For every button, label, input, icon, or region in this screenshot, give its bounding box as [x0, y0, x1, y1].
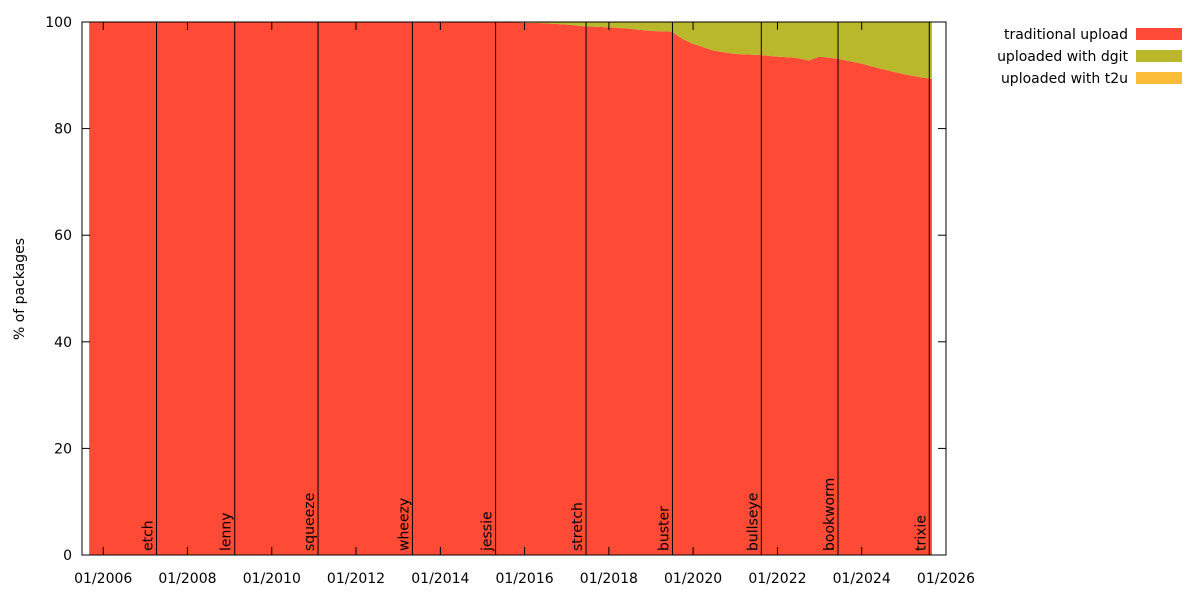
release-label-squeeze: squeeze: [302, 493, 318, 551]
y-tick-label: 80: [54, 122, 72, 138]
legend-label-uploaded-with-t2u: uploaded with t2u: [1001, 71, 1128, 87]
release-label-wheezy: wheezy: [396, 498, 412, 551]
x-tick-label: 01/2012: [327, 571, 385, 587]
x-tick-label: 01/2010: [243, 571, 301, 587]
release-label-bullseye: bullseye: [745, 493, 761, 551]
x-tick-label: 01/2024: [833, 571, 891, 587]
release-label-buster: buster: [656, 506, 672, 551]
y-tick-label: 20: [54, 441, 72, 457]
x-tick-label: 01/2014: [411, 571, 469, 587]
release-label-stretch: stretch: [570, 502, 586, 551]
x-tick-label: 01/2026: [917, 571, 975, 587]
legend-swatch-traditional-upload: [1136, 28, 1182, 40]
release-label-jessie: jessie: [480, 511, 496, 552]
legend-label-traditional-upload: traditional upload: [1004, 27, 1128, 43]
release-label-lenny: lenny: [219, 512, 235, 551]
release-label-etch: etch: [141, 520, 157, 551]
y-axis: 0 20 40 60 80 100: [45, 15, 946, 564]
x-axis: 01/2006 01/2008 01/2010 01/2012 01/2014 01/20…: [74, 22, 975, 587]
y-tick-label: 40: [54, 335, 72, 351]
x-tick-label: 01/2006: [74, 571, 132, 587]
y-tick-label: 100: [45, 15, 72, 31]
plot-frame: [81, 21, 947, 556]
legend-swatch-uploaded-with-dgit: [1136, 50, 1182, 62]
x-tick-label: 01/2018: [580, 571, 638, 587]
y-axis-title: % of packages: [12, 238, 28, 340]
legend-label-uploaded-with-dgit: uploaded with dgit: [997, 49, 1128, 65]
x-tick-label: 01/2008: [158, 571, 216, 587]
area-series-group: [89, 22, 932, 555]
x-tick-label: 01/2020: [664, 571, 722, 587]
legend-swatch-uploaded-with-t2u: [1136, 72, 1182, 84]
release-markers: etch lenny squeeze wheezy jessie stretch buste…: [141, 22, 930, 555]
x-tick-label: 01/2016: [495, 571, 553, 587]
release-label-bookworm: bookworm: [822, 478, 838, 551]
y-tick-label: 60: [54, 228, 72, 244]
x-tick-label: 01/2022: [748, 571, 806, 587]
area-uploaded-with-dgit: [89, 22, 932, 80]
area-traditional-upload: [89, 22, 932, 555]
y-tick-label: 0: [63, 548, 72, 564]
legend: traditional upload uploaded with dgit uplo…: [997, 27, 1182, 87]
release-label-trixie: trixie: [913, 515, 929, 551]
